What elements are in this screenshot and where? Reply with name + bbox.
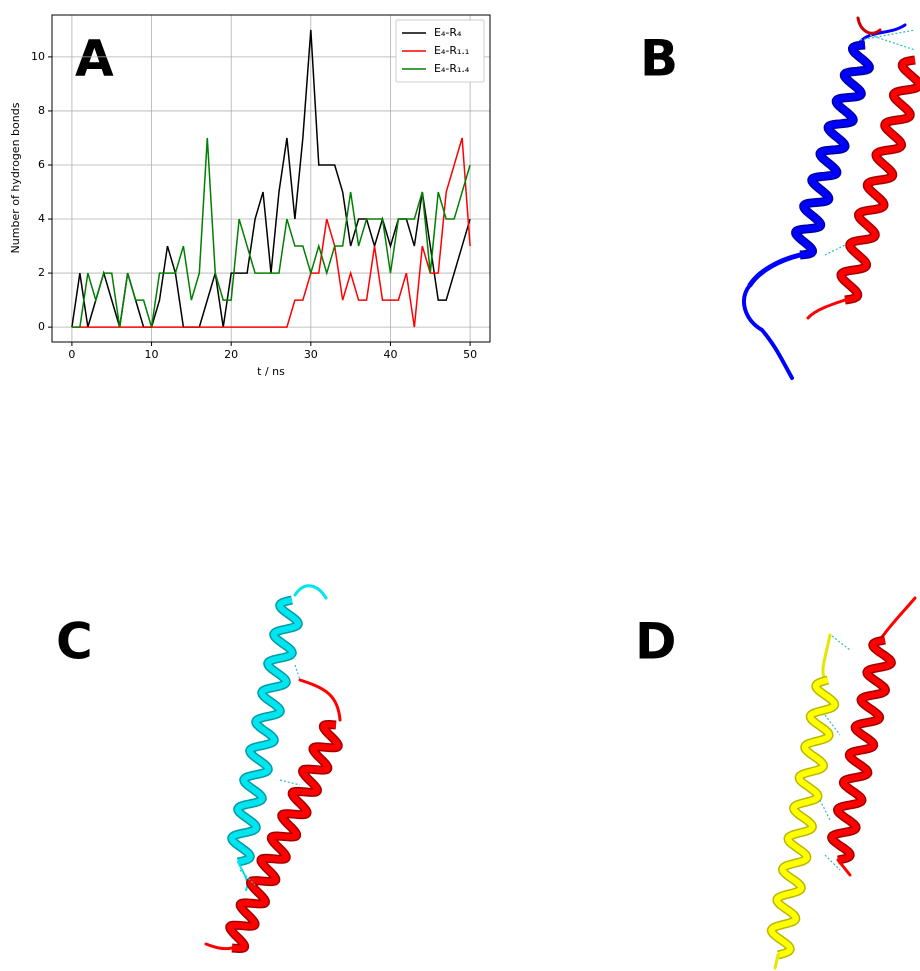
helix [768, 677, 838, 958]
helix [828, 637, 895, 863]
coil [742, 283, 794, 380]
coil [856, 16, 882, 35]
y-axis-label: Number of hydrogen bonds [9, 102, 22, 253]
helix [228, 597, 302, 865]
x-tick-label: 0 [68, 348, 75, 361]
coil [858, 23, 907, 44]
coil [878, 596, 917, 642]
helix [838, 57, 920, 303]
panel-label: B [640, 30, 678, 88]
coil [836, 858, 852, 877]
y-tick-label: 6 [38, 158, 45, 171]
coil [293, 584, 328, 600]
legend-box [395, 19, 485, 83]
panel-label: A [75, 30, 114, 88]
x-tick-label: 40 [383, 348, 397, 361]
helix [226, 721, 342, 952]
plot-frame [51, 14, 491, 343]
data-line [71, 137, 471, 328]
y-tick-label: 0 [38, 320, 45, 333]
hbond [824, 29, 916, 256]
legend-label: E₄-R₄ [434, 26, 462, 39]
panel-label: C [56, 613, 93, 671]
x-tick-label: 50 [463, 348, 477, 361]
coil [806, 298, 847, 320]
hbond [239, 664, 301, 886]
y-tick-label: 10 [31, 50, 45, 63]
panel-label: D [635, 613, 677, 671]
x-tick-label: 10 [145, 348, 159, 361]
coil [237, 861, 249, 891]
y-tick-label: 8 [38, 104, 45, 117]
x-tick-label: 20 [224, 348, 238, 361]
coil [773, 953, 780, 970]
y-tick-label: 4 [38, 212, 45, 225]
x-tick-label: 30 [304, 348, 318, 361]
x-axis-label: t / ns [257, 365, 285, 378]
data-line [71, 137, 471, 328]
coil [298, 678, 342, 722]
legend-label: E₄-R₁.₁ [434, 44, 469, 57]
coil [204, 942, 234, 951]
coil [821, 633, 832, 682]
helix [792, 42, 873, 258]
coil [747, 252, 803, 288]
hbond [819, 635, 851, 871]
y-tick-label: 2 [38, 266, 45, 279]
legend-label: E₄-R₁.₄ [434, 62, 470, 75]
